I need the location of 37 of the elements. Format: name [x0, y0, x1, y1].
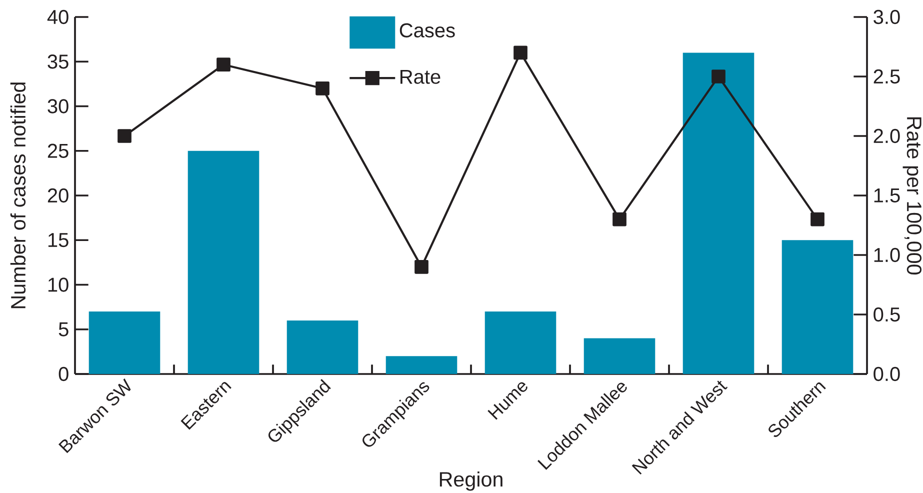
legend-label: Cases: [400, 23, 455, 38]
bar: [88, 312, 160, 374]
bar: [484, 312, 556, 374]
bar: [584, 338, 656, 374]
y-tick-label: 40: [47, 10, 68, 24]
y2-tick-label: 0.5: [874, 307, 900, 322]
point: [612, 212, 626, 226]
y-axis-title: Number of cases notified: [10, 82, 26, 308]
legend-label: Rate: [400, 70, 440, 84]
y2-tick-label: 3.0: [874, 10, 900, 24]
point: [514, 46, 528, 60]
point: [810, 212, 824, 226]
y-tick-label: 10: [48, 278, 68, 292]
bar: [386, 356, 458, 374]
bar: [188, 150, 260, 374]
point: [414, 260, 428, 274]
y-tick-label: 35: [48, 54, 68, 69]
y-tick-label: 5: [58, 322, 68, 336]
bar: [682, 52, 754, 374]
point: [118, 129, 132, 143]
point: [216, 58, 230, 72]
point: [712, 70, 726, 84]
y2-tick-label: 0.0: [874, 366, 900, 382]
y-tick-label: 30: [48, 99, 68, 114]
y-tick-label: 0: [58, 366, 68, 382]
y-tick-label: 25: [48, 144, 68, 158]
point: [316, 81, 330, 96]
y2-tick-label: 2.5: [874, 69, 900, 84]
y2-tick-label: 2.0: [874, 128, 900, 144]
y2-axis-title: Rate per 100,000: [902, 117, 922, 275]
x-axis-title: Region: [440, 471, 502, 491]
bar: [286, 320, 358, 374]
y-tick-label: 15: [48, 233, 68, 248]
y-tick-label: 20: [48, 188, 68, 203]
y2-tick-label: 1.0: [874, 248, 900, 262]
bar: [782, 240, 854, 374]
y2-tick-label: 1.5: [874, 188, 900, 202]
